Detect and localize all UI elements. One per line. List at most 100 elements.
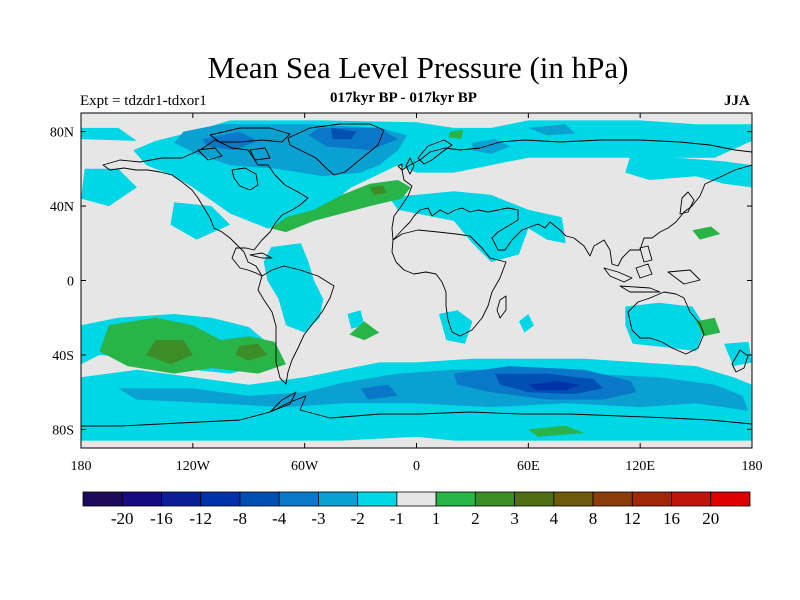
coast-scandinavia [417, 139, 453, 165]
colorbar-label: -12 [189, 509, 212, 528]
colorbar-label: 12 [624, 509, 641, 528]
anomaly-region [308, 127, 398, 151]
colorbar [82, 491, 751, 507]
colorbar-labels: -20 -16 -12 -8 -4 -3 -2 -1 1 2 3 4 8 12 16 20 [111, 509, 719, 528]
colorbar-swatch [278, 491, 319, 507]
experiment-label: Expt = tdzdr1-tdxor1 [80, 93, 207, 109]
colorbar-swatch [357, 491, 398, 507]
coast-philippines [639, 245, 653, 263]
anomaly-region [81, 127, 137, 141]
anomaly-region [330, 127, 357, 140]
colorbar-label: -8 [233, 509, 247, 528]
anomaly-region [388, 191, 566, 262]
coast-japan [679, 191, 695, 215]
anomaly-region [146, 340, 193, 365]
map-plot-area: 180 120W 60W 0 60E 120E 180 80N 40N 0 40S 80S [50, 112, 763, 474]
coast-great-britain [397, 157, 415, 175]
colorbar-swatch [318, 491, 359, 507]
y-tick-label: 80N [50, 126, 74, 141]
colorbar-label: 8 [589, 509, 598, 528]
coast-new-zealand [731, 349, 749, 373]
colorbar-swatch [592, 491, 633, 507]
anomaly-region [438, 310, 473, 344]
anomaly-region [81, 168, 137, 207]
anomaly-region [528, 124, 575, 136]
colorbar-label: -1 [390, 509, 404, 528]
x-tick-label: 180 [742, 459, 763, 474]
x-tick-label: 120E [625, 459, 655, 474]
anomaly-region [99, 317, 286, 374]
anomaly-region [349, 321, 380, 341]
colorbar-label: -3 [311, 509, 325, 528]
anomaly-region [448, 129, 464, 140]
colorbar-swatch [631, 491, 672, 507]
colorbar-swatch [710, 491, 751, 507]
anomaly-region [528, 381, 581, 391]
coast-hudson-bay [231, 167, 259, 191]
colorbar-label: 20 [702, 509, 719, 528]
pressure-anomaly-regions [81, 120, 752, 441]
y-tick-label: 80S [52, 423, 74, 438]
coast-africa [391, 229, 507, 337]
anomaly-region [625, 302, 706, 352]
colorbar-label: -20 [111, 509, 134, 528]
chart-title: Mean Sea Level Pressure (in hPa) [207, 50, 629, 85]
coast-antarctic-peninsula [269, 391, 297, 413]
colorbar-swatch [239, 491, 280, 507]
anomaly-region [528, 425, 585, 437]
colorbar-swatch [121, 491, 162, 507]
anomaly-region [519, 314, 534, 333]
colorbar-swatch [514, 491, 555, 507]
colorbar-label: -4 [272, 509, 287, 528]
x-tick-label: 0 [413, 459, 420, 474]
colorbar-swatch [474, 491, 515, 507]
season-label: JJA [724, 93, 750, 109]
coast-indonesia [603, 263, 701, 293]
colorbar-swatch [161, 491, 202, 507]
anomaly-region [170, 202, 231, 240]
coast-greenland [287, 123, 385, 176]
anomaly-region [347, 310, 365, 329]
anomaly-region [202, 131, 259, 151]
colorbar-swatch [396, 491, 437, 507]
x-tick-label: 120W [176, 459, 211, 474]
colorbar-label: -16 [150, 509, 173, 528]
coast-madagascar [496, 295, 507, 319]
x-tick-label: 60W [291, 459, 319, 474]
colorbar-label: 1 [432, 509, 441, 528]
colorbar-label: -2 [351, 509, 365, 528]
colorbar-label: 3 [510, 509, 519, 528]
colorbar-swatch [671, 491, 712, 507]
anomaly-region [235, 343, 268, 361]
anomaly-region [692, 226, 721, 240]
x-tick-label: 180 [71, 459, 92, 474]
coast-australia [627, 291, 705, 355]
coast-cuba [249, 252, 273, 259]
colorbar-swatch [553, 491, 594, 507]
colorbar-label: 2 [471, 509, 480, 528]
colorbar-swatch [200, 491, 241, 507]
y-tick-label: 0 [67, 275, 74, 290]
coastlines [81, 123, 752, 427]
subtitle: 017kyr BP - 017kyr BP [330, 90, 477, 106]
anomaly-region [625, 153, 752, 188]
colorbar-swatch [82, 491, 123, 507]
colorbar-swatch [435, 491, 476, 507]
y-tick-label: 40N [50, 200, 74, 215]
coast-south-america [257, 265, 335, 385]
coast-arctic-islands [197, 127, 291, 161]
anomaly-region [369, 185, 387, 195]
y-axis: 80N 40N 0 40S 80S [50, 126, 752, 438]
anomaly-region [263, 243, 324, 333]
colorbar-label: 4 [550, 509, 559, 528]
coast-antarctica [81, 395, 752, 427]
coast-north-america [102, 139, 309, 277]
coast-eurasia [391, 139, 752, 267]
anomaly-region [360, 384, 398, 400]
anomaly-region [472, 139, 510, 154]
y-tick-label: 40S [52, 349, 74, 364]
colorbar-label: 16 [663, 509, 680, 528]
anomaly-region [696, 317, 721, 337]
x-tick-label: 60E [517, 459, 540, 474]
